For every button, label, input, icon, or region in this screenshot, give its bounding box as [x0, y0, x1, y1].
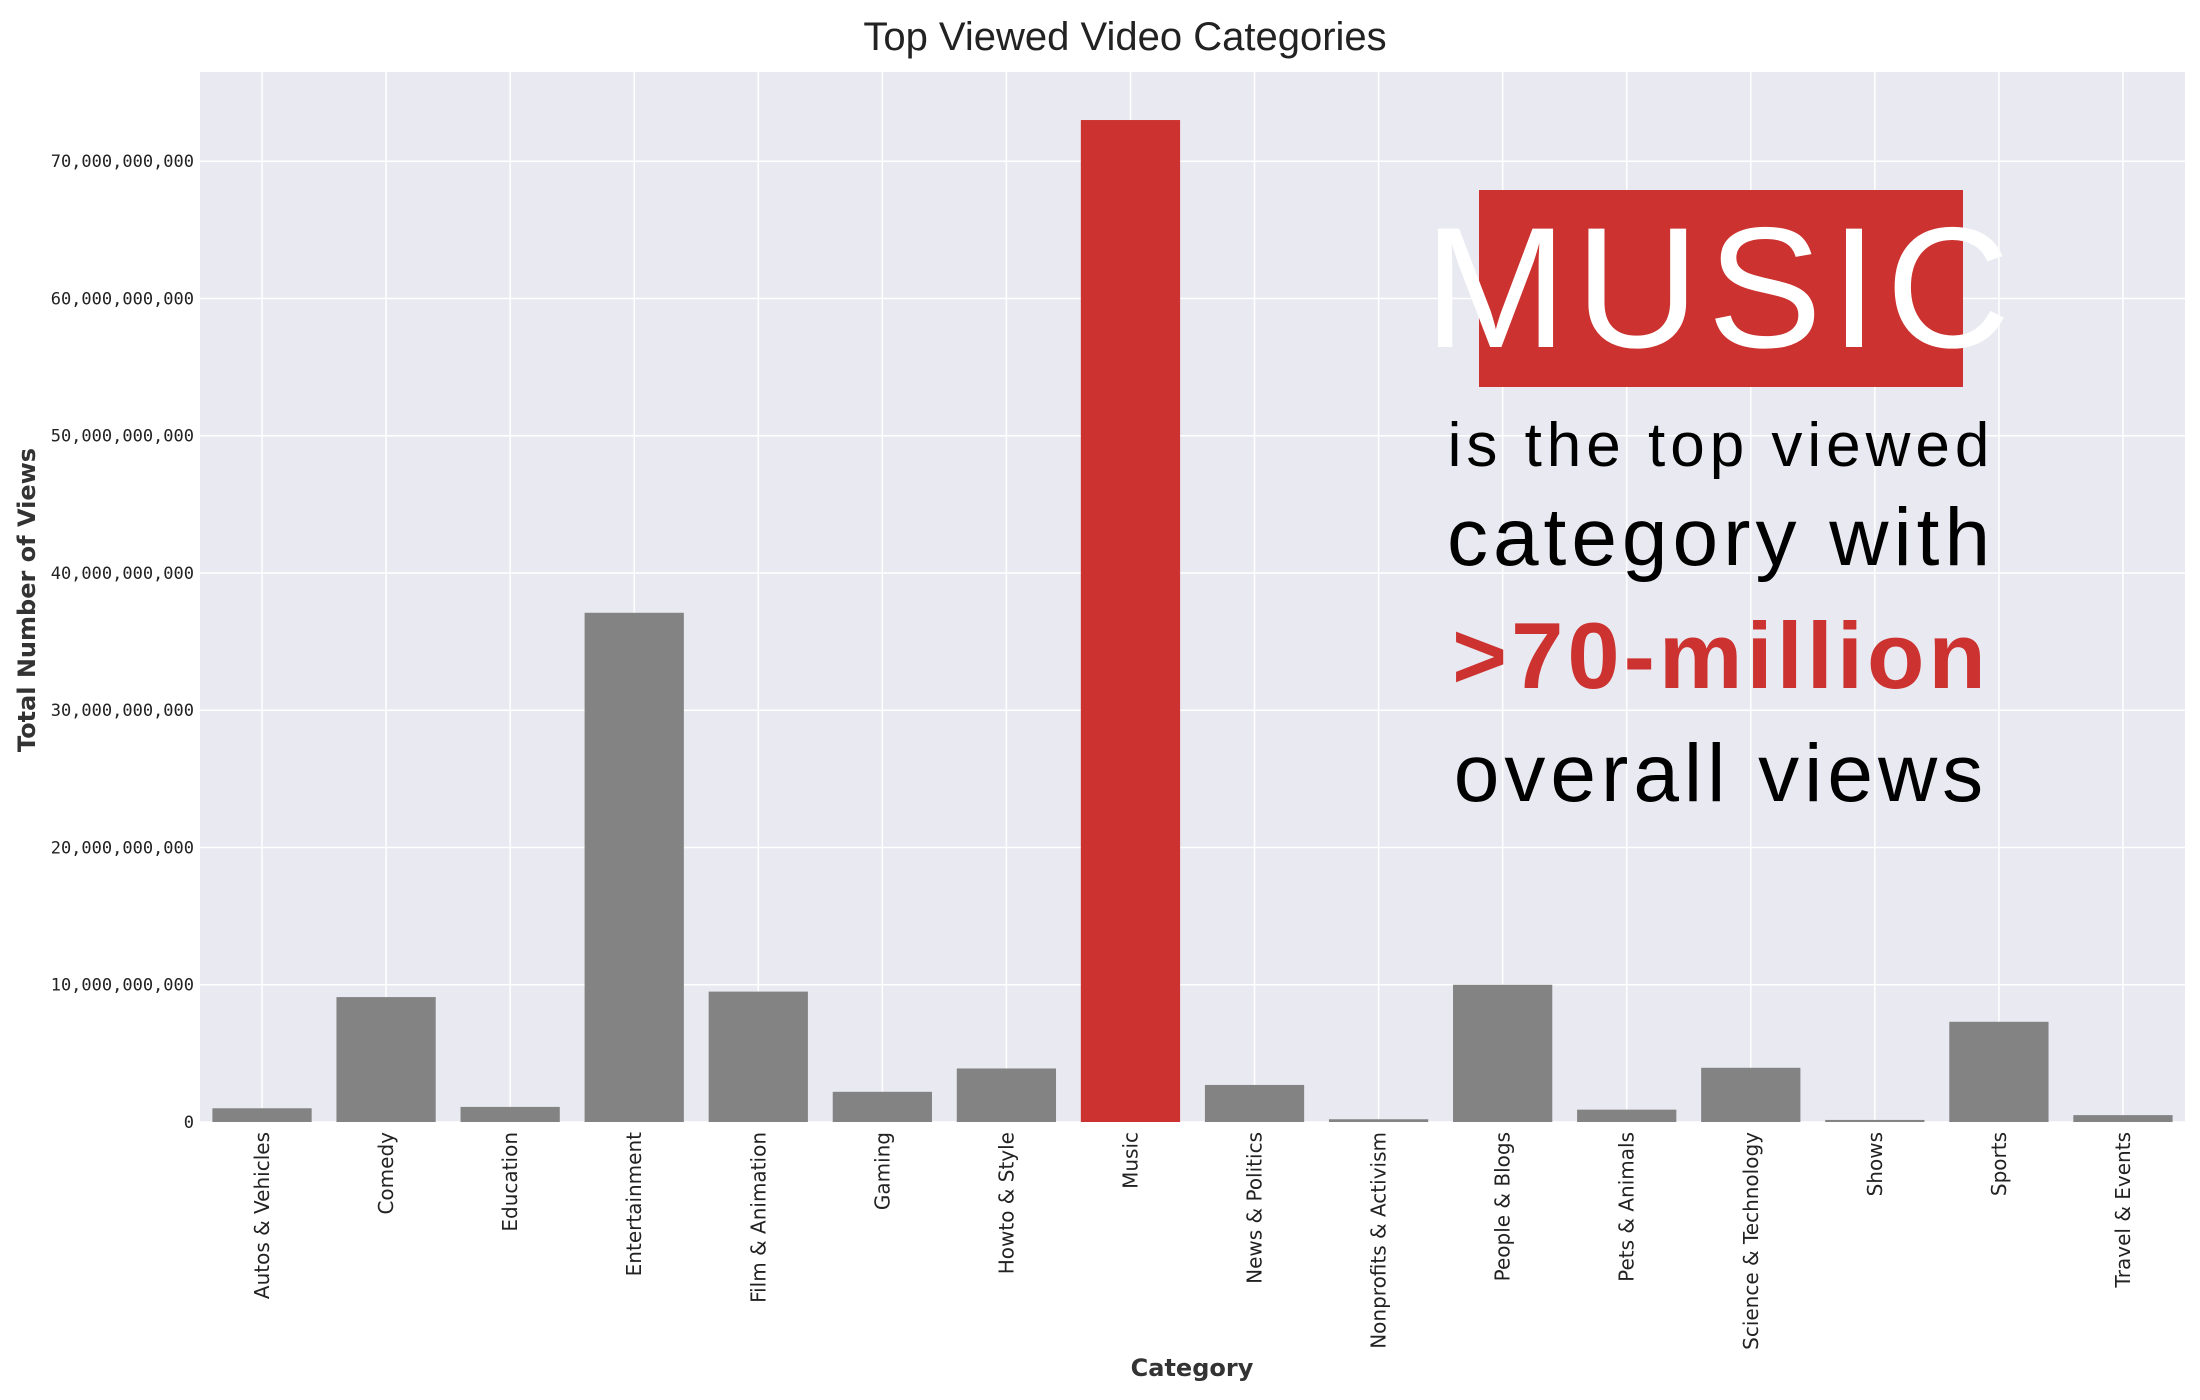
x-tick-label: Gaming — [870, 1132, 894, 1210]
y-tick-label: 30,000,000,000 — [51, 701, 194, 721]
x-tick-label: Education — [498, 1132, 522, 1232]
y-tick-label: 0 — [184, 1113, 194, 1133]
y-tick-label: 50,000,000,000 — [51, 427, 194, 447]
y-axis-label: Total Number of Views — [13, 448, 41, 752]
bar-education — [460, 1106, 560, 1122]
bar-music — [1080, 120, 1181, 1123]
x-tick-label: Pets & Animals — [1615, 1132, 1639, 1282]
bar-sports — [1949, 1021, 2049, 1122]
x-tick-label: Science & Technology — [1739, 1132, 1763, 1350]
bar-news-politics — [1204, 1084, 1305, 1122]
bar-comedy — [336, 997, 436, 1122]
bar-nonprofits-activism — [1328, 1119, 1429, 1122]
bar-entertainment — [584, 612, 684, 1122]
chart-title: Top Viewed Video Categories — [863, 15, 1386, 59]
x-tick-label: Comedy — [374, 1132, 398, 1215]
x-tick-label: News & Politics — [1243, 1132, 1267, 1284]
bar-people-blogs — [1453, 984, 1553, 1122]
x-tick-label: People & Blogs — [1491, 1132, 1515, 1281]
x-axis-label: Category — [1131, 1354, 1254, 1382]
bar-gaming — [832, 1091, 932, 1122]
x-tick-label: Music — [1118, 1132, 1142, 1189]
callout-badge-box — [1479, 190, 1963, 387]
callout-line-1: is the top viewed — [1448, 411, 1995, 480]
y-tick-label: 60,000,000,000 — [51, 289, 194, 309]
y-tick-label: 40,000,000,000 — [51, 564, 194, 584]
y-tick-label: 70,000,000,000 — [51, 152, 194, 172]
bar-film-animation — [708, 991, 808, 1122]
x-tick-label: Travel & Events — [2111, 1132, 2135, 1288]
y-tick-label: 20,000,000,000 — [51, 838, 194, 858]
x-axis-ticks: Autos & Vehicles Comedy Education Entertain… — [250, 1132, 2135, 1350]
x-tick-label: Sports — [1987, 1132, 2011, 1196]
grid — [200, 72, 2185, 1123]
callout-line-3: >70-million — [1452, 603, 1990, 708]
bar-travel-events — [2073, 1115, 2173, 1122]
x-tick-label: Howto & Style — [994, 1132, 1018, 1274]
bar-pets-animals — [1577, 1109, 1677, 1122]
x-tick-label: Nonprofits & Activism — [1367, 1132, 1391, 1349]
bar-autos-vehicles — [212, 1108, 312, 1122]
bar-shows — [1825, 1119, 1925, 1122]
x-tick-label: Film & Animation — [746, 1132, 770, 1303]
callout-line-2: category with — [1447, 492, 1995, 583]
callout-line-4: overall views — [1454, 728, 1988, 819]
x-tick-label: Entertainment — [622, 1132, 646, 1276]
bar-howto-style — [956, 1068, 1057, 1122]
callout-annotation: MUSIC is the top viewed category with >7… — [1424, 190, 2018, 819]
bars — [212, 120, 2173, 1123]
y-axis-ticks: 0 10,000,000,000 20,000,000,000 30,000,000,… — [51, 152, 194, 1133]
x-tick-label: Autos & Vehicles — [250, 1132, 274, 1299]
y-tick-label: 10,000,000,000 — [51, 976, 194, 996]
callout-badge-text: MUSIC — [1424, 192, 2018, 384]
bar-science-technology — [1701, 1067, 1801, 1122]
x-tick-label: Shows — [1863, 1132, 1887, 1196]
